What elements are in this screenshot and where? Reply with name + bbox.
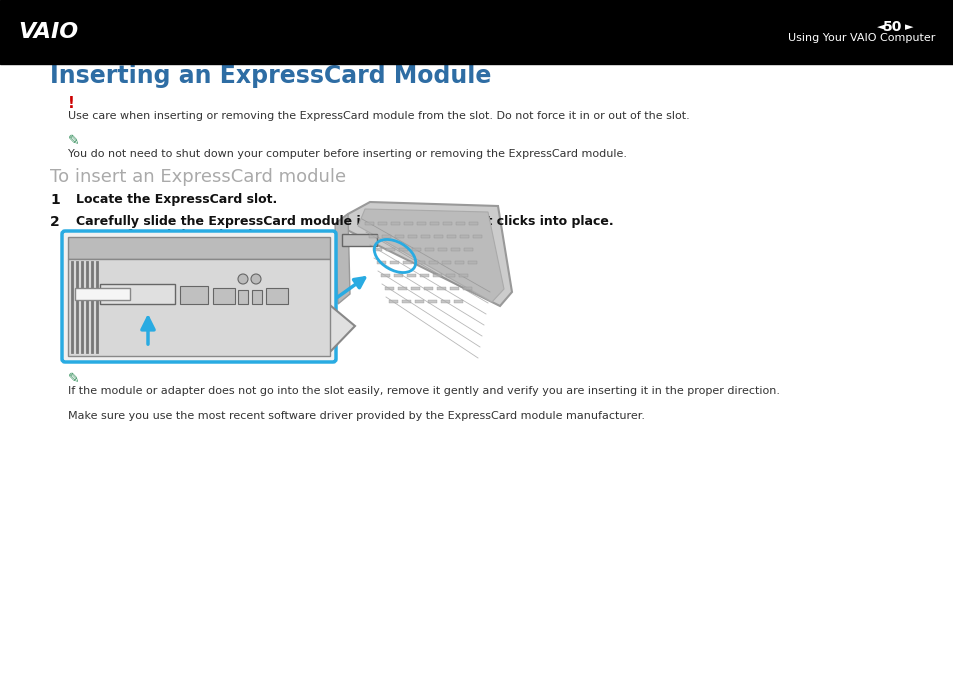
FancyArrowPatch shape <box>337 278 364 297</box>
Circle shape <box>237 274 248 284</box>
Bar <box>402 261 412 264</box>
Bar <box>462 287 472 290</box>
Polygon shape <box>280 286 355 354</box>
Text: Carefully slide the ExpressCard module into the slot until it clicks into place.: Carefully slide the ExpressCard module i… <box>76 215 613 228</box>
Bar <box>436 287 446 290</box>
Bar <box>376 261 386 264</box>
Bar <box>377 222 387 225</box>
Bar <box>391 222 399 225</box>
Text: !: ! <box>68 96 74 111</box>
Polygon shape <box>335 214 350 304</box>
Bar <box>401 300 411 303</box>
Bar <box>423 287 433 290</box>
Bar <box>411 287 419 290</box>
Bar <box>446 274 455 277</box>
Bar <box>381 235 391 238</box>
Text: ►: ► <box>904 22 913 32</box>
Bar <box>420 235 430 238</box>
Text: To insert an ExpressCard module: To insert an ExpressCard module <box>50 168 346 186</box>
Bar <box>100 284 174 304</box>
Bar <box>455 261 463 264</box>
Bar <box>252 290 262 304</box>
Bar <box>0 0 953 64</box>
FancyArrowPatch shape <box>142 317 154 344</box>
Bar <box>385 287 394 290</box>
Bar <box>403 222 413 225</box>
Bar <box>433 274 441 277</box>
Bar <box>389 300 397 303</box>
Bar <box>180 286 208 304</box>
Text: Do not force it into the slot.: Do not force it into the slot. <box>76 229 272 242</box>
Text: You do not need to shut down your computer before inserting or removing the Expr: You do not need to shut down your comput… <box>68 149 626 159</box>
Bar <box>458 274 468 277</box>
Bar <box>424 248 434 251</box>
Bar <box>468 261 476 264</box>
Text: Use care when inserting or removing the ExpressCard module from the slot. Do not: Use care when inserting or removing the … <box>68 111 689 121</box>
Text: Using Your VAIO Computer: Using Your VAIO Computer <box>787 33 934 43</box>
Bar <box>394 274 402 277</box>
Bar <box>68 259 330 356</box>
Text: ✎: ✎ <box>68 134 79 148</box>
Polygon shape <box>335 202 512 306</box>
Bar <box>75 288 130 300</box>
Bar <box>441 261 451 264</box>
Text: 1: 1 <box>50 193 60 207</box>
Bar <box>473 235 481 238</box>
Text: 2: 2 <box>50 215 60 229</box>
Text: 50: 50 <box>882 20 902 34</box>
Polygon shape <box>280 286 311 318</box>
Bar <box>395 235 403 238</box>
Bar <box>386 248 395 251</box>
Text: If the module or adapter does not go into the slot easily, remove it gently and : If the module or adapter does not go int… <box>68 386 780 396</box>
Text: ◄: ◄ <box>876 22 884 32</box>
Bar <box>456 222 464 225</box>
Bar <box>451 248 459 251</box>
FancyBboxPatch shape <box>62 231 335 362</box>
Bar <box>416 222 426 225</box>
Bar <box>463 248 473 251</box>
Bar <box>419 274 429 277</box>
Text: VAIO: VAIO <box>18 22 78 42</box>
Text: ✎: ✎ <box>68 372 79 386</box>
Bar <box>407 274 416 277</box>
Bar <box>365 222 374 225</box>
Bar <box>380 274 390 277</box>
Circle shape <box>251 274 261 284</box>
Bar <box>213 288 234 304</box>
Bar <box>369 235 377 238</box>
Bar <box>266 288 288 304</box>
Bar <box>454 300 462 303</box>
Bar <box>429 261 437 264</box>
Bar <box>450 287 458 290</box>
Bar <box>412 248 420 251</box>
Bar <box>416 261 424 264</box>
Bar <box>237 290 248 304</box>
Bar <box>447 235 456 238</box>
Bar <box>430 222 438 225</box>
Bar <box>469 222 477 225</box>
Bar <box>341 234 376 246</box>
Bar <box>442 222 452 225</box>
Bar <box>408 235 416 238</box>
Bar <box>434 235 442 238</box>
Text: Inserting an ExpressCard Module: Inserting an ExpressCard Module <box>50 64 491 88</box>
Text: Make sure you use the most recent software driver provided by the ExpressCard mo: Make sure you use the most recent softwa… <box>68 411 644 421</box>
Bar <box>459 235 469 238</box>
Bar <box>415 300 423 303</box>
Bar <box>390 261 398 264</box>
Polygon shape <box>357 209 503 302</box>
Bar <box>440 300 450 303</box>
Bar <box>398 248 408 251</box>
Bar <box>373 248 381 251</box>
Text: Locate the ExpressCard slot.: Locate the ExpressCard slot. <box>76 193 277 206</box>
Bar <box>428 300 436 303</box>
Bar <box>68 237 330 259</box>
Bar <box>397 287 407 290</box>
Bar <box>437 248 447 251</box>
